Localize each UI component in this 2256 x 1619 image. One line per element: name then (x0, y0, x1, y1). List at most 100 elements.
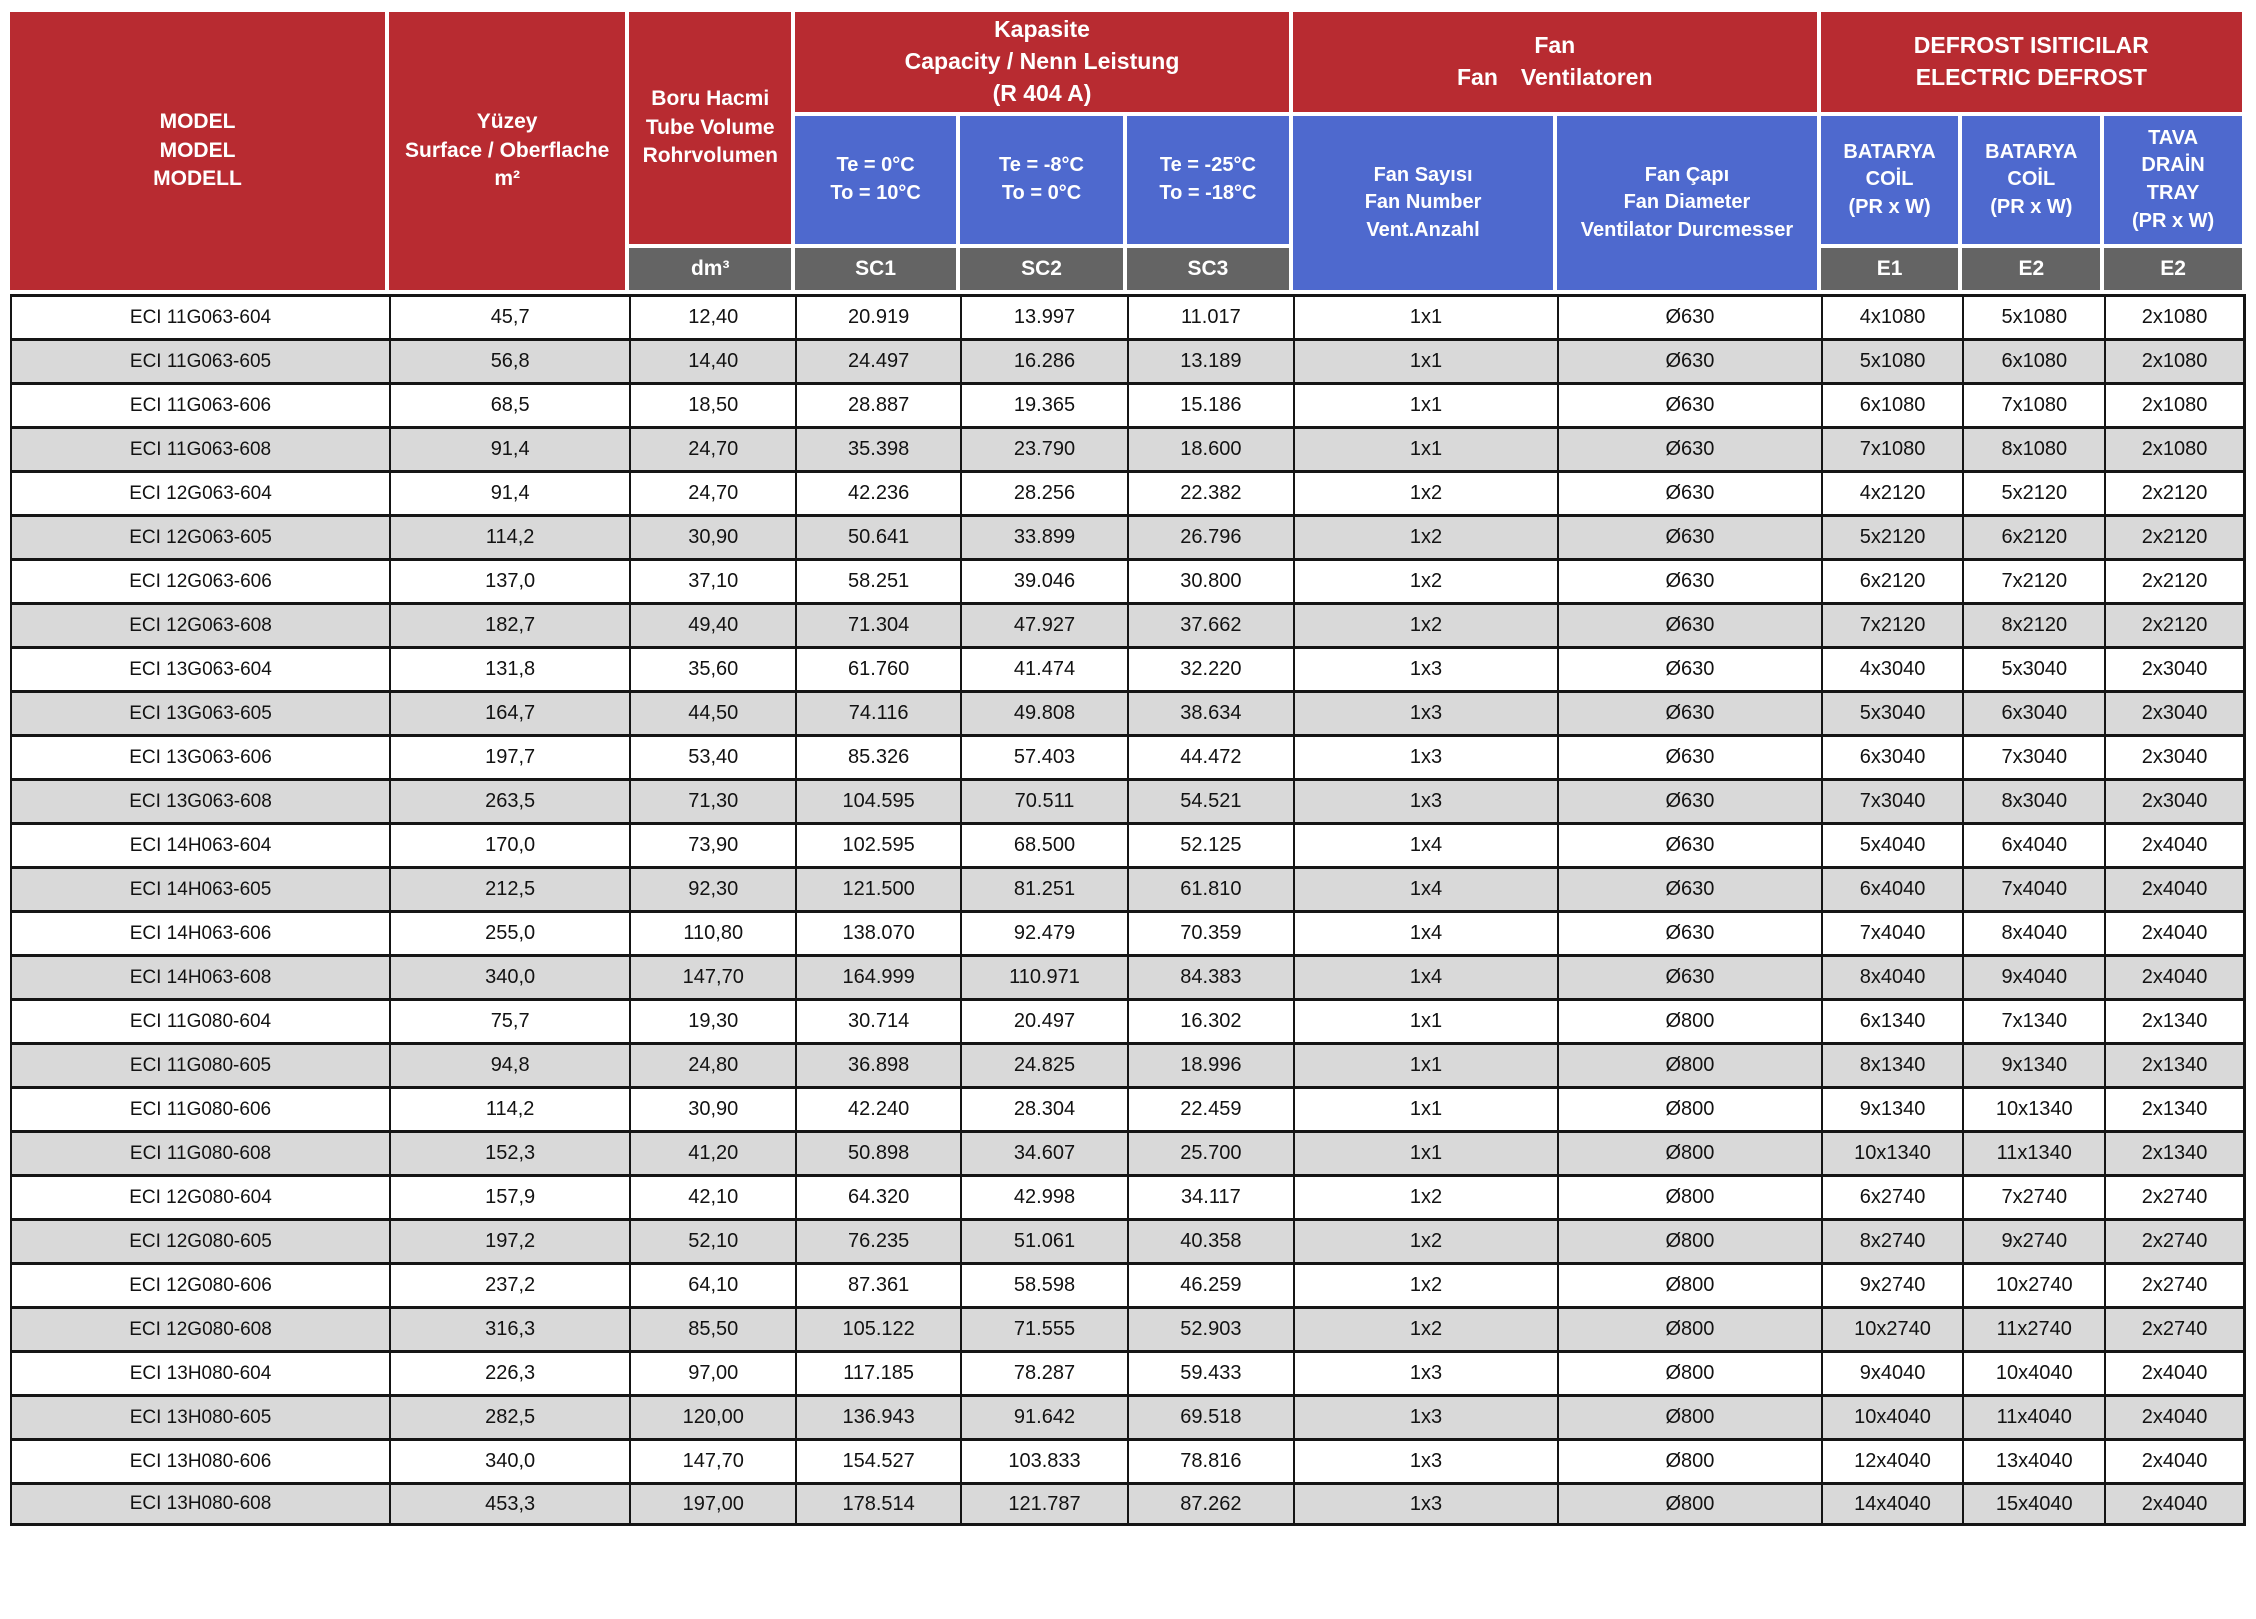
cell-surface-m2: 68,5 (389, 382, 630, 426)
unit-sc2: SC2 (960, 248, 1127, 294)
cell-capacity-sc1: 154.527 (795, 1438, 961, 1482)
cell-capacity-sc1: 76.235 (795, 1218, 961, 1262)
cell-surface-m2: 182,7 (389, 602, 630, 646)
cell-tube-volume-dm3: 53,40 (629, 734, 796, 778)
table-row: ECI 13H080-608 453,3 197,00 178.514 121.787 8… (10, 1482, 2246, 1526)
cell-fan-number: 1x1 (1292, 1086, 1558, 1130)
cell-tube-volume-dm3: 85,50 (629, 1306, 796, 1350)
cell-fan-diameter: Ø800 (1557, 1086, 1821, 1130)
cell-capacity-sc1: 164.999 (795, 954, 961, 998)
cell-defrost-e2: 10x4040 (1962, 1350, 2105, 1394)
cell-defrost-e1: 5x4040 (1820, 822, 1963, 866)
cell-defrost-e1: 6x2120 (1820, 558, 1963, 602)
cell-capacity-sc3: 38.634 (1126, 690, 1293, 734)
cell-model: ECI 14H063-605 (10, 866, 390, 910)
cell-defrost-e1: 14x4040 (1820, 1482, 1963, 1526)
cell-defrost-e2: 5x1080 (1962, 294, 2105, 338)
cell-tube-volume-dm3: 30,90 (629, 1086, 796, 1130)
cell-drain-tray-e2: 2x4040 (2104, 1438, 2246, 1482)
cell-model: ECI 12G063-606 (10, 558, 390, 602)
header-fan-group: Fan Fan Ventilatoren (1292, 12, 1821, 116)
cell-capacity-sc3: 25.700 (1126, 1130, 1293, 1174)
cell-surface-m2: 164,7 (389, 690, 630, 734)
cell-tube-volume-dm3: 110,80 (629, 910, 796, 954)
cell-drain-tray-e2: 2x3040 (2104, 778, 2246, 822)
cell-model: ECI 13H080-605 (10, 1394, 390, 1438)
cell-capacity-sc3: 44.472 (1126, 734, 1293, 778)
cell-capacity-sc1: 136.943 (795, 1394, 961, 1438)
cell-model: ECI 12G080-604 (10, 1174, 390, 1218)
cell-capacity-sc1: 64.320 (795, 1174, 961, 1218)
cell-tube-volume-dm3: 120,00 (629, 1394, 796, 1438)
cell-defrost-e1: 7x1080 (1820, 426, 1963, 470)
cell-drain-tray-e2: 2x1340 (2104, 1086, 2246, 1130)
cell-fan-diameter: Ø630 (1557, 910, 1821, 954)
cell-drain-tray-e2: 2x4040 (2104, 822, 2246, 866)
cell-defrost-e1: 10x2740 (1820, 1306, 1963, 1350)
cell-drain-tray-e2: 2x1080 (2104, 382, 2246, 426)
cell-surface-m2: 212,5 (389, 866, 630, 910)
cell-fan-diameter: Ø800 (1557, 1438, 1821, 1482)
cell-defrost-e2: 7x2740 (1962, 1174, 2105, 1218)
cell-capacity-sc3: 22.382 (1126, 470, 1293, 514)
cell-fan-diameter: Ø630 (1557, 954, 1821, 998)
cell-drain-tray-e2: 2x3040 (2104, 646, 2246, 690)
cell-capacity-sc2: 28.304 (960, 1086, 1127, 1130)
cell-drain-tray-e2: 2x2120 (2104, 514, 2246, 558)
cell-tube-volume-dm3: 49,40 (629, 602, 796, 646)
table-row: ECI 12G063-604 91,4 24,70 42.236 28.256 22.38… (10, 470, 2246, 514)
table-row: ECI 13H080-605 282,5 120,00 136.943 91.642 69… (10, 1394, 2246, 1438)
cell-capacity-sc3: 52.125 (1126, 822, 1293, 866)
cell-capacity-sc1: 20.919 (795, 294, 961, 338)
header-model: MODEL MODEL MODELL (10, 12, 390, 294)
cell-surface-m2: 114,2 (389, 514, 630, 558)
cell-defrost-e2: 6x3040 (1962, 690, 2105, 734)
cell-model: ECI 11G063-606 (10, 382, 390, 426)
cell-capacity-sc2: 103.833 (960, 1438, 1127, 1482)
cell-drain-tray-e2: 2x3040 (2104, 690, 2246, 734)
table-row: ECI 11G080-604 75,7 19,30 30.714 20.497 16.30… (10, 998, 2246, 1042)
cell-drain-tray-e2: 2x1340 (2104, 1130, 2246, 1174)
table-row: ECI 12G063-608 182,7 49,40 71.304 47.927 37.6… (10, 602, 2246, 646)
table-row: ECI 11G080-608 152,3 41,20 50.898 34.607 25.7… (10, 1130, 2246, 1174)
cell-capacity-sc2: 51.061 (960, 1218, 1127, 1262)
cell-surface-m2: 316,3 (389, 1306, 630, 1350)
cell-surface-m2: 152,3 (389, 1130, 630, 1174)
cell-tube-volume-dm3: 12,40 (629, 294, 796, 338)
cell-defrost-e2: 8x2120 (1962, 602, 2105, 646)
cell-model: ECI 14H063-606 (10, 910, 390, 954)
cell-fan-number: 1x2 (1292, 514, 1558, 558)
cell-tube-volume-dm3: 97,00 (629, 1350, 796, 1394)
cell-defrost-e2: 6x2120 (1962, 514, 2105, 558)
cell-capacity-sc1: 104.595 (795, 778, 961, 822)
cell-surface-m2: 170,0 (389, 822, 630, 866)
cell-capacity-sc3: 87.262 (1126, 1482, 1293, 1526)
cell-model: ECI 12G080-606 (10, 1262, 390, 1306)
cell-capacity-sc2: 78.287 (960, 1350, 1127, 1394)
header-tube-volume: Boru Hacmi Tube Volume Rohrvolumen (629, 12, 796, 248)
cell-drain-tray-e2: 2x2740 (2104, 1174, 2246, 1218)
cell-capacity-sc2: 28.256 (960, 470, 1127, 514)
header-te-sc3: Te = -25°C To = -18°C (1126, 116, 1293, 248)
cell-surface-m2: 91,4 (389, 470, 630, 514)
table-row: ECI 12G080-605 197,2 52,10 76.235 51.061 40.3… (10, 1218, 2246, 1262)
cell-capacity-sc1: 87.361 (795, 1262, 961, 1306)
cell-capacity-sc2: 81.251 (960, 866, 1127, 910)
cell-defrost-e2: 8x1080 (1962, 426, 2105, 470)
unit-sc3: SC3 (1126, 248, 1293, 294)
header-defrost-group: DEFROST ISITICILAR ELECTRIC DEFROST (1820, 12, 2246, 116)
table-row: ECI 13G063-605 164,7 44,50 74.116 49.808 38.6… (10, 690, 2246, 734)
cell-drain-tray-e2: 2x4040 (2104, 910, 2246, 954)
cell-model: ECI 12G080-605 (10, 1218, 390, 1262)
cell-capacity-sc3: 78.816 (1126, 1438, 1293, 1482)
cell-fan-diameter: Ø630 (1557, 778, 1821, 822)
cell-defrost-e1: 8x2740 (1820, 1218, 1963, 1262)
unit-sc1: SC1 (795, 248, 961, 294)
header-fan-number: Fan Sayısı Fan Number Vent.Anzahl (1292, 116, 1558, 294)
table-row: ECI 11G063-606 68,5 18,50 28.887 19.365 15.18… (10, 382, 2246, 426)
cell-fan-diameter: Ø800 (1557, 1262, 1821, 1306)
cell-drain-tray-e2: 2x3040 (2104, 734, 2246, 778)
cell-drain-tray-e2: 2x1340 (2104, 998, 2246, 1042)
cell-model: ECI 12G063-605 (10, 514, 390, 558)
cell-defrost-e1: 10x1340 (1820, 1130, 1963, 1174)
